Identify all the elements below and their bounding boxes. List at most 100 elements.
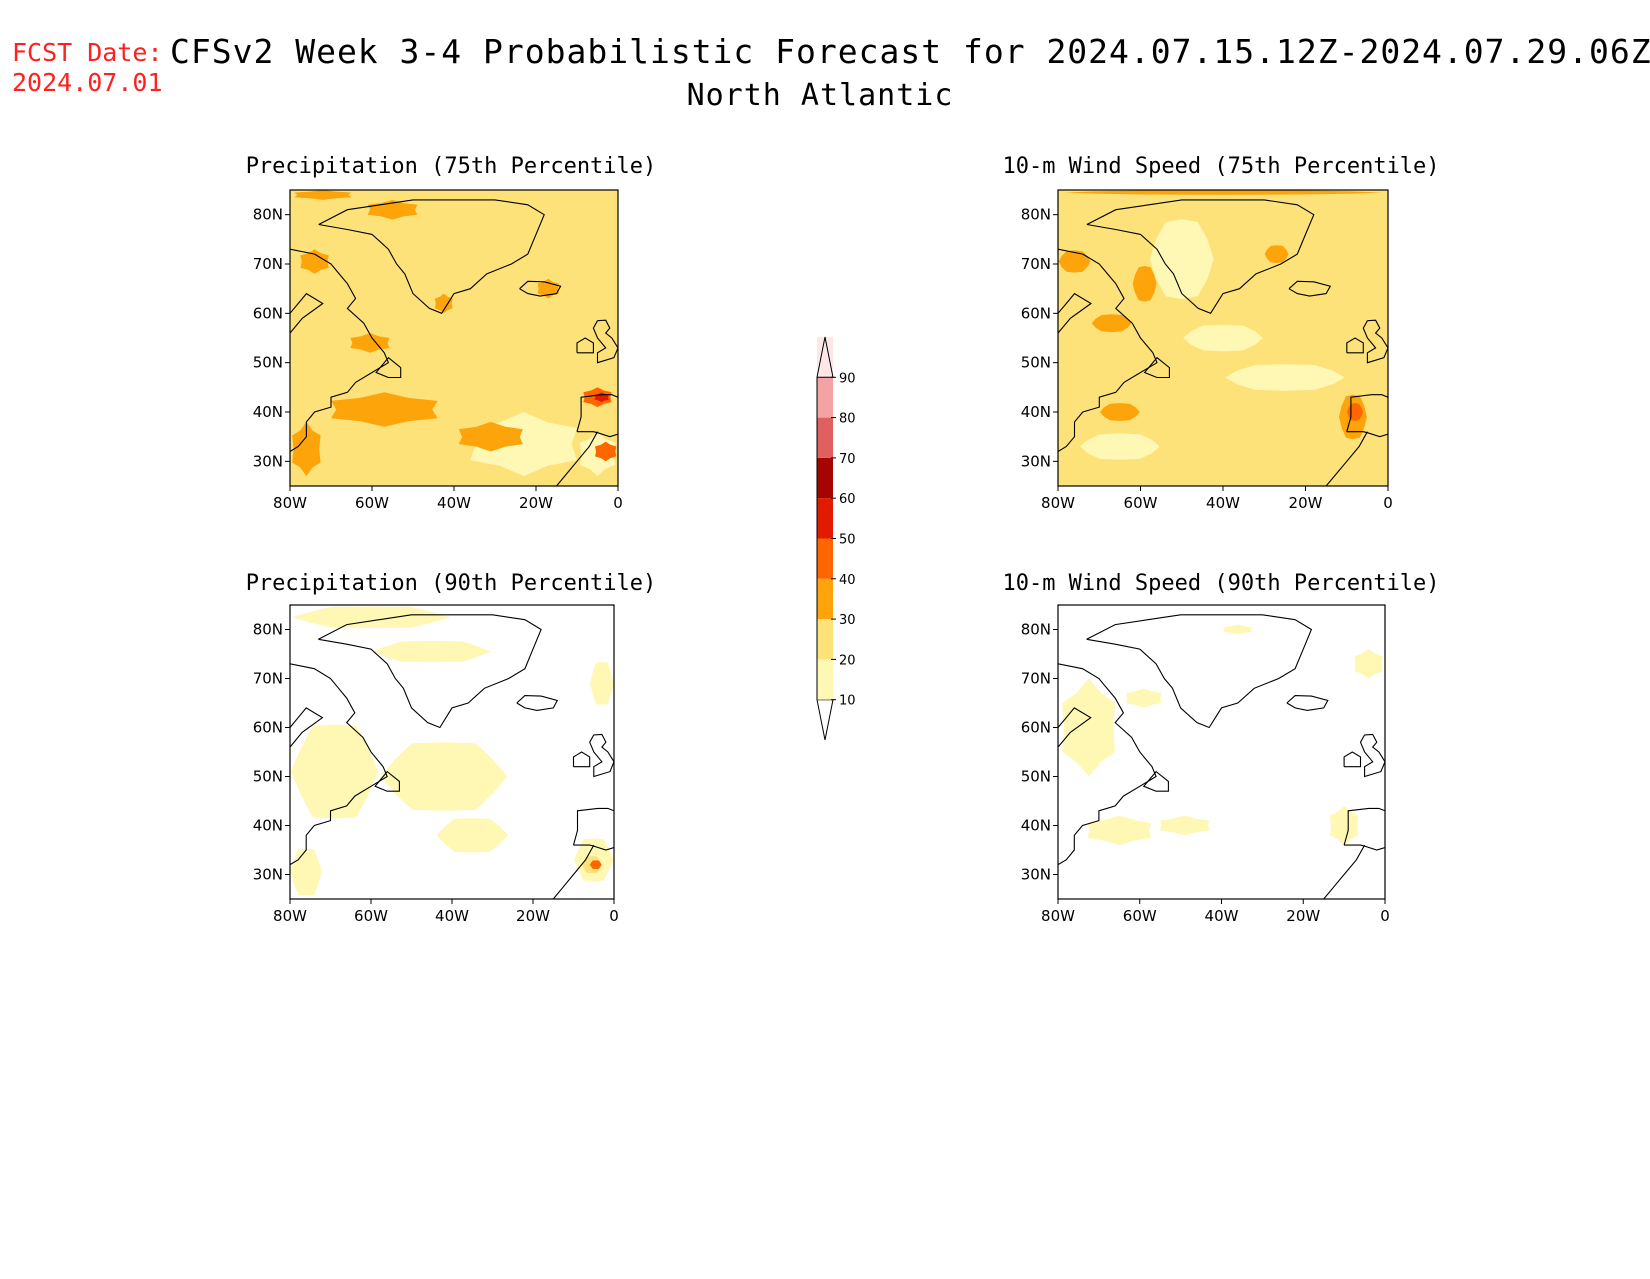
lon-tick-label: 0: [613, 494, 623, 512]
lon-tick-label: 20W: [516, 907, 550, 925]
lon-tick-label: 0: [1380, 907, 1390, 925]
probability-contour: [1080, 433, 1160, 460]
coastline: [552, 844, 595, 899]
coastline: [1359, 733, 1385, 778]
colorbar-label: 10: [839, 694, 856, 709]
lon-tick-label: 60W: [1124, 494, 1158, 512]
colorbar-swatch: [817, 417, 833, 458]
probability-contour: [595, 441, 617, 462]
coastline: [290, 663, 388, 867]
lat-tick-label: 60N: [1021, 719, 1051, 737]
coastline: [1086, 614, 1313, 729]
coastline: [1343, 807, 1385, 846]
coastline: [519, 280, 562, 297]
probability-contour: [300, 249, 329, 274]
lon-tick-label: 20W: [1289, 494, 1323, 512]
region-subtitle: North Atlantic: [686, 78, 954, 113]
probability-contour: [589, 860, 602, 869]
lat-tick-label: 70N: [253, 670, 283, 688]
lon-tick-label: 60W: [355, 494, 389, 512]
colorbar-swatch: [817, 498, 833, 539]
panel-title: 10-m Wind Speed (75th Percentile): [1002, 154, 1439, 179]
lat-tick-label: 40N: [1021, 817, 1051, 835]
colorbar-label: 70: [839, 452, 856, 467]
coastline: [576, 394, 618, 432]
lat-tick-label: 50N: [253, 768, 283, 786]
coastline: [290, 292, 324, 334]
colorbar-label: 50: [839, 533, 856, 548]
lat-tick-label: 40N: [253, 817, 283, 835]
coastline: [572, 807, 614, 846]
lat-tick-label: 30N: [253, 866, 283, 884]
coastline: [589, 733, 614, 778]
lat-tick-label: 30N: [253, 452, 283, 470]
probability-contour: [1160, 815, 1210, 836]
lat-tick-label: 30N: [1021, 866, 1051, 884]
lon-tick-label: 40W: [435, 907, 469, 925]
lon-tick-label: 80W: [273, 494, 307, 512]
panel-title: Precipitation (75th Percentile): [246, 154, 657, 179]
colorbar-swatch: [817, 578, 833, 620]
probability-contour: [458, 421, 523, 452]
lat-tick-label: 70N: [1021, 670, 1051, 688]
colorbar-label: 80: [839, 412, 856, 427]
probability-contour: [1091, 314, 1132, 333]
lat-tick-label: 50N: [253, 354, 283, 372]
lon-tick-label: 20W: [1286, 907, 1320, 925]
coastline: [1346, 394, 1388, 432]
probability-contour: [294, 190, 352, 200]
forecast-date-label: FCST Date:: [12, 38, 163, 67]
lat-tick-label: 40N: [253, 403, 283, 421]
lon-tick-label: 40W: [437, 494, 471, 512]
probability-contour: [1264, 245, 1289, 263]
probability-contour: [1087, 815, 1152, 846]
lon-tick-label: 20W: [519, 494, 553, 512]
colorbar-swatch: [817, 538, 833, 579]
probability-contour: [1132, 266, 1157, 302]
lat-tick-label: 60N: [253, 304, 283, 322]
page-title: CFSv2 Week 3-4 Probabilistic Forecast fo…: [170, 32, 1650, 71]
coastlines: [1058, 199, 1388, 486]
lon-tick-label: 60W: [1123, 907, 1157, 925]
colorbar-swatch: [817, 659, 833, 700]
colorbar-label: 30: [839, 613, 856, 628]
lat-tick-label: 30N: [1021, 452, 1051, 470]
lon-tick-label: 40W: [1206, 494, 1240, 512]
colorbar-bottom-cap: [816, 699, 834, 741]
coastline: [1325, 431, 1368, 486]
lon-tick-label: 80W: [1041, 494, 1075, 512]
probability-contour: [1100, 403, 1140, 421]
panel-title: 10-m Wind Speed (90th Percentile): [1002, 571, 1439, 596]
probability-contour: [1183, 324, 1263, 352]
probability-contour: [1225, 364, 1345, 391]
lat-tick-label: 50N: [1021, 768, 1051, 786]
coastline: [1058, 707, 1092, 748]
probability-contour: [1223, 624, 1252, 635]
lon-tick-label: 60W: [354, 907, 388, 925]
colorbar-swatch: [817, 377, 833, 418]
probability-contour: [372, 640, 492, 663]
panel-title: Precipitation (90th Percentile): [246, 571, 657, 596]
coastline: [1058, 292, 1093, 334]
lon-tick-label: 80W: [1041, 907, 1075, 925]
coastline: [1362, 319, 1388, 364]
probability-contour: [1149, 219, 1214, 299]
lat-tick-label: 80N: [253, 206, 283, 224]
coastline: [1058, 663, 1157, 867]
probability-contour: [331, 392, 438, 427]
colorbar-label: 40: [839, 573, 856, 588]
coastline: [516, 695, 559, 711]
lon-tick-label: 40W: [1205, 907, 1239, 925]
colorbar-swatch: [817, 619, 833, 660]
coastlines: [290, 614, 614, 899]
coastline: [318, 199, 545, 314]
probability-contour: [436, 818, 508, 853]
lat-tick-label: 40N: [1021, 403, 1051, 421]
probability-contour: [1063, 190, 1383, 195]
